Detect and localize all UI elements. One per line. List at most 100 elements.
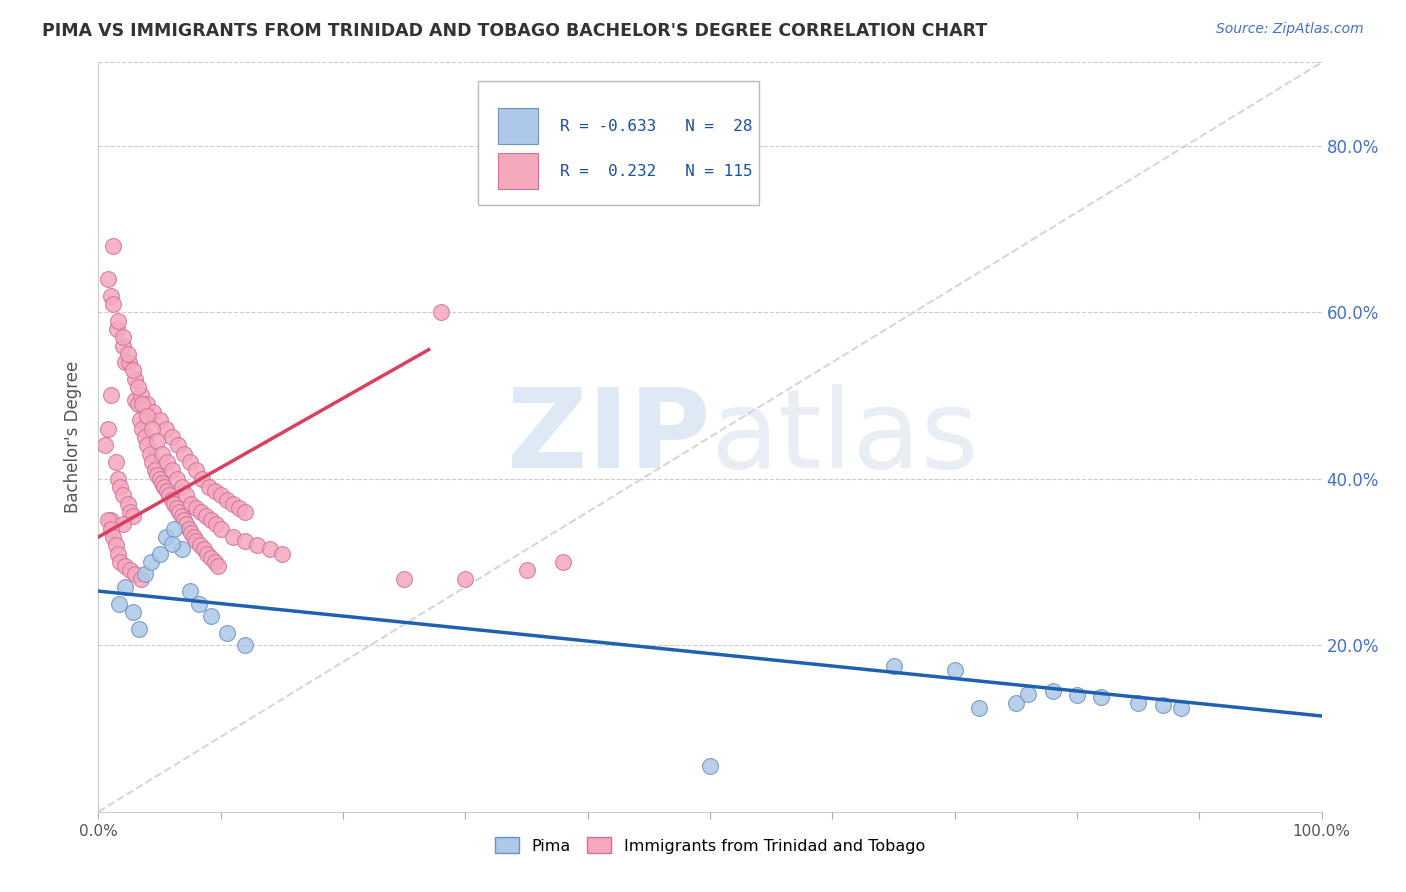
Point — [167, 438, 190, 452]
Point — [173, 513, 195, 527]
Point — [204, 484, 226, 499]
Point — [121, 509, 143, 524]
Point — [131, 397, 153, 411]
Text: R =  0.232   N = 115: R = 0.232 N = 115 — [560, 163, 752, 178]
Point — [177, 522, 200, 536]
Point — [128, 622, 150, 636]
Point — [454, 572, 477, 586]
Point — [170, 509, 193, 524]
Point — [124, 567, 146, 582]
Point — [100, 288, 122, 302]
Point — [97, 422, 120, 436]
Point — [170, 542, 193, 557]
Point — [108, 597, 131, 611]
FancyBboxPatch shape — [498, 153, 537, 189]
Point — [222, 497, 245, 511]
Point — [222, 530, 245, 544]
Point — [160, 430, 183, 444]
Point — [943, 663, 966, 677]
Point — [97, 272, 120, 286]
Point — [176, 517, 198, 532]
Point — [127, 380, 149, 394]
Point — [270, 547, 294, 561]
Point — [120, 505, 142, 519]
FancyBboxPatch shape — [498, 108, 537, 145]
Point — [139, 555, 162, 569]
Point — [136, 409, 159, 424]
Point — [153, 480, 176, 494]
Point — [233, 638, 256, 652]
Point — [193, 542, 215, 557]
Point — [699, 759, 721, 773]
Point — [101, 530, 124, 544]
Point — [166, 472, 188, 486]
Point — [111, 338, 134, 352]
Point — [107, 547, 129, 561]
Point — [187, 597, 209, 611]
Point — [180, 525, 202, 540]
Point — [160, 536, 183, 550]
Point — [101, 297, 124, 311]
Point — [149, 472, 172, 486]
Point — [190, 505, 212, 519]
Point — [155, 422, 177, 436]
Point — [176, 488, 198, 502]
Point — [129, 413, 152, 427]
Point — [136, 438, 159, 452]
Point — [107, 313, 129, 327]
Point — [228, 500, 250, 515]
Point — [186, 463, 208, 477]
Point — [160, 463, 183, 477]
Point — [207, 559, 229, 574]
Point — [141, 455, 163, 469]
Point — [120, 563, 142, 577]
Point — [127, 397, 149, 411]
Point — [101, 238, 124, 252]
Point — [149, 413, 172, 427]
Point — [553, 555, 575, 569]
Point — [200, 550, 222, 565]
Point — [430, 305, 453, 319]
Point — [121, 363, 143, 377]
Point — [110, 555, 132, 569]
Point — [392, 572, 416, 586]
Point — [1152, 698, 1174, 713]
Point — [139, 447, 162, 461]
Point — [136, 397, 159, 411]
Point — [107, 472, 129, 486]
Point — [209, 522, 232, 536]
Point — [142, 405, 165, 419]
Point — [515, 563, 537, 577]
Point — [117, 347, 139, 361]
Point — [104, 455, 127, 469]
Point — [114, 559, 136, 574]
Point — [156, 484, 179, 499]
Point — [209, 488, 232, 502]
Point — [163, 522, 186, 536]
Point — [124, 372, 146, 386]
Point — [246, 538, 269, 552]
Text: PIMA VS IMMIGRANTS FROM TRINIDAD AND TOBAGO BACHELOR'S DEGREE CORRELATION CHART: PIMA VS IMMIGRANTS FROM TRINIDAD AND TOB… — [42, 22, 987, 40]
Point — [114, 355, 136, 369]
Point — [124, 392, 146, 407]
Point — [134, 567, 156, 582]
Point — [179, 584, 201, 599]
Text: atlas: atlas — [710, 384, 979, 491]
Point — [173, 447, 195, 461]
Point — [149, 547, 172, 561]
Text: Source: ZipAtlas.com: Source: ZipAtlas.com — [1216, 22, 1364, 37]
Point — [129, 572, 152, 586]
Point — [143, 463, 166, 477]
Point — [157, 488, 180, 502]
Point — [170, 480, 193, 494]
Point — [200, 609, 222, 624]
Point — [195, 509, 218, 524]
Point — [1170, 700, 1192, 714]
Point — [233, 505, 256, 519]
Point — [167, 505, 190, 519]
Point — [100, 513, 122, 527]
Point — [183, 530, 205, 544]
Legend: Pima, Immigrants from Trinidad and Tobago: Pima, Immigrants from Trinidad and Tobag… — [489, 830, 931, 860]
Point — [131, 422, 153, 436]
Point — [155, 530, 177, 544]
